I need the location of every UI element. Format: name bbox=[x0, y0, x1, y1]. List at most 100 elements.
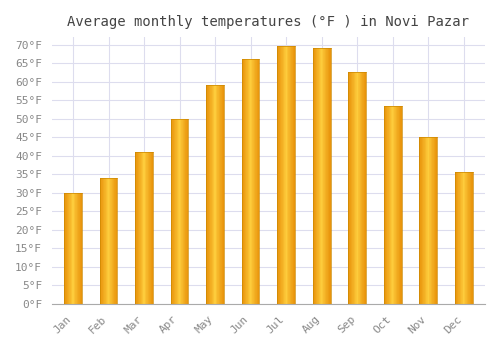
Bar bbox=[459, 172, 460, 304]
Bar bbox=[399, 106, 400, 304]
Bar bbox=[250, 60, 251, 304]
Bar bbox=[292, 46, 293, 304]
Bar bbox=[178, 119, 179, 304]
Bar bbox=[351, 72, 352, 304]
Bar bbox=[354, 72, 355, 304]
Bar bbox=[207, 85, 208, 304]
Bar bbox=[186, 119, 188, 304]
Bar bbox=[257, 60, 258, 304]
Bar bbox=[211, 85, 212, 304]
Bar bbox=[358, 72, 359, 304]
Bar bbox=[422, 137, 423, 304]
Bar bbox=[137, 152, 138, 304]
Bar bbox=[176, 119, 177, 304]
Bar bbox=[106, 178, 107, 304]
Bar bbox=[67, 193, 68, 304]
Bar bbox=[149, 152, 150, 304]
Bar bbox=[69, 193, 70, 304]
Bar bbox=[210, 85, 211, 304]
Bar bbox=[108, 178, 109, 304]
Bar bbox=[430, 137, 431, 304]
Bar bbox=[320, 48, 321, 304]
Bar bbox=[72, 193, 73, 304]
Bar bbox=[324, 48, 325, 304]
Bar bbox=[396, 106, 397, 304]
Bar bbox=[100, 178, 101, 304]
Bar bbox=[208, 85, 209, 304]
Bar bbox=[253, 60, 254, 304]
Bar bbox=[218, 85, 219, 304]
Bar bbox=[348, 72, 349, 304]
Bar bbox=[469, 172, 470, 304]
Bar bbox=[259, 60, 260, 304]
Bar bbox=[112, 178, 114, 304]
Bar bbox=[215, 85, 216, 304]
Bar bbox=[360, 72, 362, 304]
Bar bbox=[425, 137, 426, 304]
Bar bbox=[322, 48, 323, 304]
Bar bbox=[327, 48, 328, 304]
Bar bbox=[173, 119, 174, 304]
Bar bbox=[246, 60, 247, 304]
Bar bbox=[389, 106, 390, 304]
Bar bbox=[175, 119, 176, 304]
Bar bbox=[468, 172, 469, 304]
Bar bbox=[349, 72, 350, 304]
Bar bbox=[357, 72, 358, 304]
Bar bbox=[73, 193, 74, 304]
Bar bbox=[434, 137, 436, 304]
Bar bbox=[183, 119, 184, 304]
Bar bbox=[433, 137, 434, 304]
Bar bbox=[280, 46, 281, 304]
Bar bbox=[391, 106, 392, 304]
Bar bbox=[184, 119, 185, 304]
Bar bbox=[277, 46, 278, 304]
Bar bbox=[116, 178, 117, 304]
Bar bbox=[251, 60, 252, 304]
Bar bbox=[455, 172, 456, 304]
Bar bbox=[457, 172, 458, 304]
Bar bbox=[384, 106, 385, 304]
Bar bbox=[321, 48, 322, 304]
Bar bbox=[392, 106, 394, 304]
Bar bbox=[172, 119, 173, 304]
Bar bbox=[244, 60, 246, 304]
Bar bbox=[386, 106, 388, 304]
Bar bbox=[174, 119, 175, 304]
Bar bbox=[355, 72, 356, 304]
Bar bbox=[243, 60, 244, 304]
Bar bbox=[145, 152, 146, 304]
Bar bbox=[428, 137, 429, 304]
Bar bbox=[206, 85, 207, 304]
Bar bbox=[350, 72, 351, 304]
Bar bbox=[390, 106, 391, 304]
Bar bbox=[467, 172, 468, 304]
Bar bbox=[258, 60, 259, 304]
Bar bbox=[400, 106, 401, 304]
Bar bbox=[111, 178, 112, 304]
Bar bbox=[421, 137, 422, 304]
Bar bbox=[182, 119, 183, 304]
Bar bbox=[219, 85, 220, 304]
Bar bbox=[79, 193, 80, 304]
Bar bbox=[64, 193, 66, 304]
Bar bbox=[115, 178, 116, 304]
Bar bbox=[323, 48, 324, 304]
Bar bbox=[316, 48, 317, 304]
Bar bbox=[460, 172, 462, 304]
Bar bbox=[221, 85, 222, 304]
Bar bbox=[248, 60, 249, 304]
Bar bbox=[68, 193, 69, 304]
Bar bbox=[141, 152, 142, 304]
Bar bbox=[279, 46, 280, 304]
Bar bbox=[254, 60, 256, 304]
Bar bbox=[138, 152, 140, 304]
Bar bbox=[107, 178, 108, 304]
Bar bbox=[456, 172, 457, 304]
Bar bbox=[285, 46, 286, 304]
Bar bbox=[278, 46, 279, 304]
Bar bbox=[185, 119, 186, 304]
Bar bbox=[431, 137, 432, 304]
Bar bbox=[70, 193, 72, 304]
Bar bbox=[152, 152, 153, 304]
